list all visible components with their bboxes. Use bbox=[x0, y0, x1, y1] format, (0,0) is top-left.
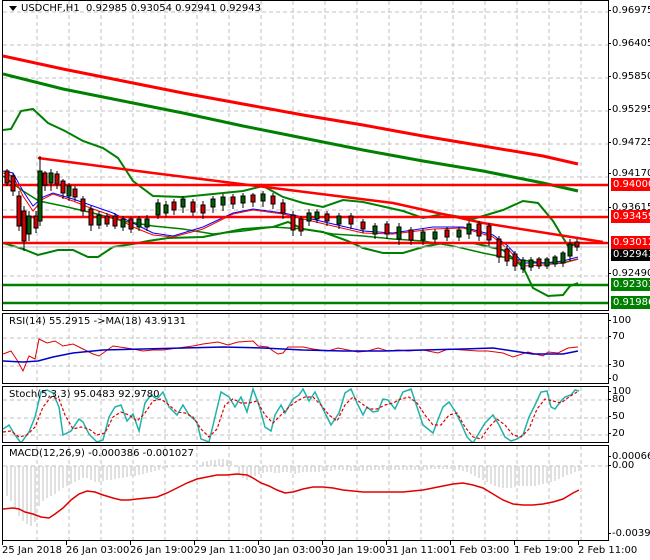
price-tick: 0.93615 bbox=[607, 202, 650, 213]
rsi-tick: 70 bbox=[608, 331, 625, 342]
macd-tick: 0.00 bbox=[607, 460, 635, 471]
time-axis[interactable]: 25 Jan 2018 26 Jan 03:00 26 Jan 19:00 29… bbox=[2, 541, 637, 560]
stoch-chart bbox=[3, 387, 608, 442]
time-label: 31 Jan 11:00 bbox=[386, 541, 450, 556]
stoch-tick: 80 bbox=[608, 394, 625, 405]
macd-axis: 0.000669 0.00 -0.003935 bbox=[607, 445, 650, 541]
rsi-axis: 100 70 30 0 bbox=[607, 313, 650, 384]
macd-tick: 0.000669 bbox=[608, 451, 650, 462]
time-label: 1 Feb 19:00 bbox=[514, 541, 574, 556]
macd-label: MACD(12,26,9) -0.000386 -0.001027 bbox=[9, 448, 194, 459]
rsi-tick: 0 bbox=[607, 373, 619, 384]
rsi-tick: 100 bbox=[607, 315, 632, 326]
level-badge-support-2: 0.91986 bbox=[611, 296, 650, 309]
rsi-tick: 30 bbox=[608, 359, 625, 370]
rsi-chart bbox=[3, 314, 608, 383]
time-label: 30 Jan 03:00 bbox=[258, 541, 322, 556]
level-badge-resistance-2: 0.93459 bbox=[611, 210, 650, 223]
time-label: 29 Jan 11:00 bbox=[194, 541, 258, 556]
price-tick: 0.96405 bbox=[607, 38, 650, 49]
price-chart bbox=[3, 1, 608, 310]
level-badge-resistance-3: 0.93012 bbox=[611, 236, 650, 249]
ohlc-values: 0.92985 0.93054 0.92941 0.92943 bbox=[86, 3, 261, 14]
stoch-pane[interactable]: Stoch(5,3,3) 95.0483 92.9780 bbox=[2, 386, 609, 443]
last-price-badge: 0.92943 bbox=[611, 248, 650, 261]
chart-header: USDCHF,H1 0.92985 0.93054 0.92941 0.9294… bbox=[9, 3, 261, 14]
dropdown-arrow-icon[interactable] bbox=[9, 5, 17, 11]
stoch-axis: 100 80 50 20 bbox=[607, 386, 650, 443]
stoch-tick: 100 bbox=[607, 386, 632, 397]
price-tick: 0.96975 bbox=[607, 5, 650, 16]
price-tick: 0.92490 bbox=[607, 268, 650, 279]
price-pane[interactable]: USDCHF,H1 0.92985 0.93054 0.92941 0.9294… bbox=[2, 0, 609, 311]
price-axis[interactable]: 0.96975 0.96405 0.95850 0.95295 0.94725 … bbox=[607, 0, 650, 311]
price-tick: 0.94725 bbox=[607, 137, 650, 148]
time-label: 1 Feb 03:00 bbox=[450, 541, 510, 556]
price-tick: 0.95295 bbox=[607, 104, 650, 115]
symbol-label: USDCHF,H1 bbox=[21, 3, 80, 14]
macd-chart bbox=[3, 446, 608, 540]
macd-tick: -0.003935 bbox=[607, 528, 650, 539]
time-label: 2 Feb 11:00 bbox=[578, 541, 638, 556]
time-label: 25 Jan 2018 bbox=[2, 541, 62, 556]
time-label: 30 Jan 19:00 bbox=[322, 541, 386, 556]
stoch-label: Stoch(5,3,3) 95.0483 92.9780 bbox=[9, 389, 160, 400]
stoch-tick: 20 bbox=[608, 428, 625, 439]
level-badge-support-1: 0.92303 bbox=[611, 278, 650, 291]
rsi-label: RSI(14) 55.2915 ->MA(18) 43.9131 bbox=[9, 316, 186, 327]
macd-pane[interactable]: MACD(12,26,9) -0.000386 -0.001027 bbox=[2, 445, 609, 541]
price-tick: 0.94170 bbox=[607, 168, 650, 179]
time-label: 26 Jan 03:00 bbox=[66, 541, 130, 556]
time-label: 26 Jan 19:00 bbox=[130, 541, 194, 556]
stoch-tick: 50 bbox=[608, 411, 625, 422]
rsi-pane[interactable]: RSI(14) 55.2915 ->MA(18) 43.9131 bbox=[2, 313, 609, 384]
price-tick: 0.95850 bbox=[607, 71, 650, 82]
